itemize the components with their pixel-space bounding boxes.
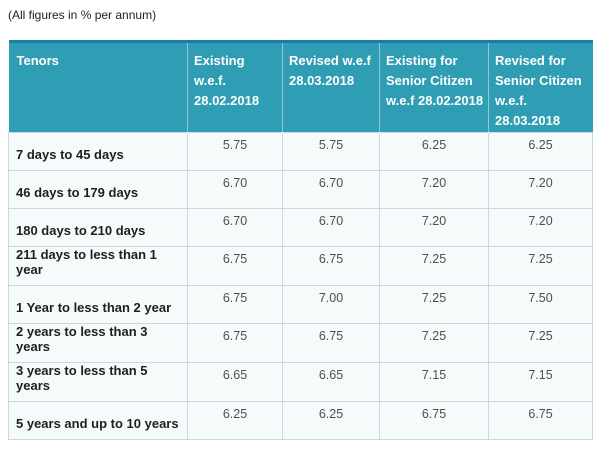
rate-cell: 6.25 <box>488 131 593 171</box>
rate-cell: 6.75 <box>187 245 283 286</box>
rate-cell: 6.75 <box>187 322 283 363</box>
table-row: 5 years and up to 10 years 6.25 6.25 6.75 6.… <box>8 400 593 440</box>
column-header-revised: Revised w.e.f 28.03.2018 <box>282 40 380 133</box>
table-row: 2 years to less than 3 years 6.75 6.75 7.25… <box>8 322 593 363</box>
rate-cell: 7.50 <box>488 284 593 324</box>
rate-cell: 5.75 <box>282 131 380 171</box>
rate-cell: 6.25 <box>379 131 489 171</box>
rate-cell: 5.75 <box>187 131 283 171</box>
rate-cell: 7.15 <box>488 361 593 402</box>
column-header-existing-senior: Existing for Senior Citizen w.e.f 28.02.… <box>379 40 489 133</box>
rate-cell: 6.70 <box>187 169 283 209</box>
table-row: 1 Year to less than 2 year 6.75 7.00 7.25 7.… <box>8 284 593 324</box>
tenor-cell: 3 years to less than 5 years <box>8 361 188 402</box>
column-header-tenors: Tenors <box>8 40 188 133</box>
tenor-cell: 7 days to 45 days <box>8 131 188 171</box>
interest-rates-table: Tenors Existing w.e.f. 28.02.2018 Revised … <box>8 40 593 440</box>
table-row: 3 years to less than 5 years 6.65 6.65 7.15… <box>8 361 593 402</box>
rate-cell: 7.25 <box>379 322 489 363</box>
rate-cell: 7.25 <box>379 284 489 324</box>
tenor-cell: 180 days to 210 days <box>8 207 188 247</box>
rate-cell: 6.25 <box>187 400 283 440</box>
tenor-cell: 46 days to 179 days <box>8 169 188 209</box>
table-body: 7 days to 45 days 5.75 5.75 6.25 6.25 46 days… <box>8 131 593 440</box>
tenor-cell: 1 Year to less than 2 year <box>8 284 188 324</box>
rate-cell: 6.65 <box>282 361 380 402</box>
table-row: 46 days to 179 days 6.70 6.70 7.20 7.20 <box>8 169 593 209</box>
rate-cell: 7.20 <box>488 207 593 247</box>
figures-note: (All figures in % per annum) <box>8 8 157 22</box>
column-header-existing: Existing w.e.f. 28.02.2018 <box>187 40 283 133</box>
rate-cell: 7.20 <box>488 169 593 209</box>
rate-cell: 7.25 <box>488 245 593 286</box>
rate-cell: 7.20 <box>379 169 489 209</box>
rate-cell: 6.70 <box>187 207 283 247</box>
rate-cell: 7.20 <box>379 207 489 247</box>
rate-cell: 6.65 <box>187 361 283 402</box>
table-row: 180 days to 210 days 6.70 6.70 7.20 7.20 <box>8 207 593 247</box>
rate-cell: 6.70 <box>282 169 380 209</box>
rate-cell: 7.15 <box>379 361 489 402</box>
rate-cell: 7.25 <box>488 322 593 363</box>
rate-cell: 6.75 <box>187 284 283 324</box>
rate-cell: 6.75 <box>379 400 489 440</box>
rate-cell: 7.00 <box>282 284 380 324</box>
tenor-cell: 2 years to less than 3 years <box>8 322 188 363</box>
header-row: Tenors Existing w.e.f. 28.02.2018 Revised … <box>8 40 593 133</box>
table-row: 211 days to less than 1 year 6.75 6.75 7.25… <box>8 245 593 286</box>
rate-cell: 6.75 <box>282 322 380 363</box>
rate-cell: 7.25 <box>379 245 489 286</box>
rate-cell: 6.75 <box>488 400 593 440</box>
table-row: 7 days to 45 days 5.75 5.75 6.25 6.25 <box>8 131 593 171</box>
rate-cell: 6.75 <box>282 245 380 286</box>
tenor-cell: 5 years and up to 10 years <box>8 400 188 440</box>
rate-cell: 6.70 <box>282 207 380 247</box>
tenor-cell: 211 days to less than 1 year <box>8 245 188 286</box>
rate-cell: 6.25 <box>282 400 380 440</box>
column-header-revised-senior: Revised for Senior Citizen w.e.f. 28.03.… <box>488 40 593 133</box>
